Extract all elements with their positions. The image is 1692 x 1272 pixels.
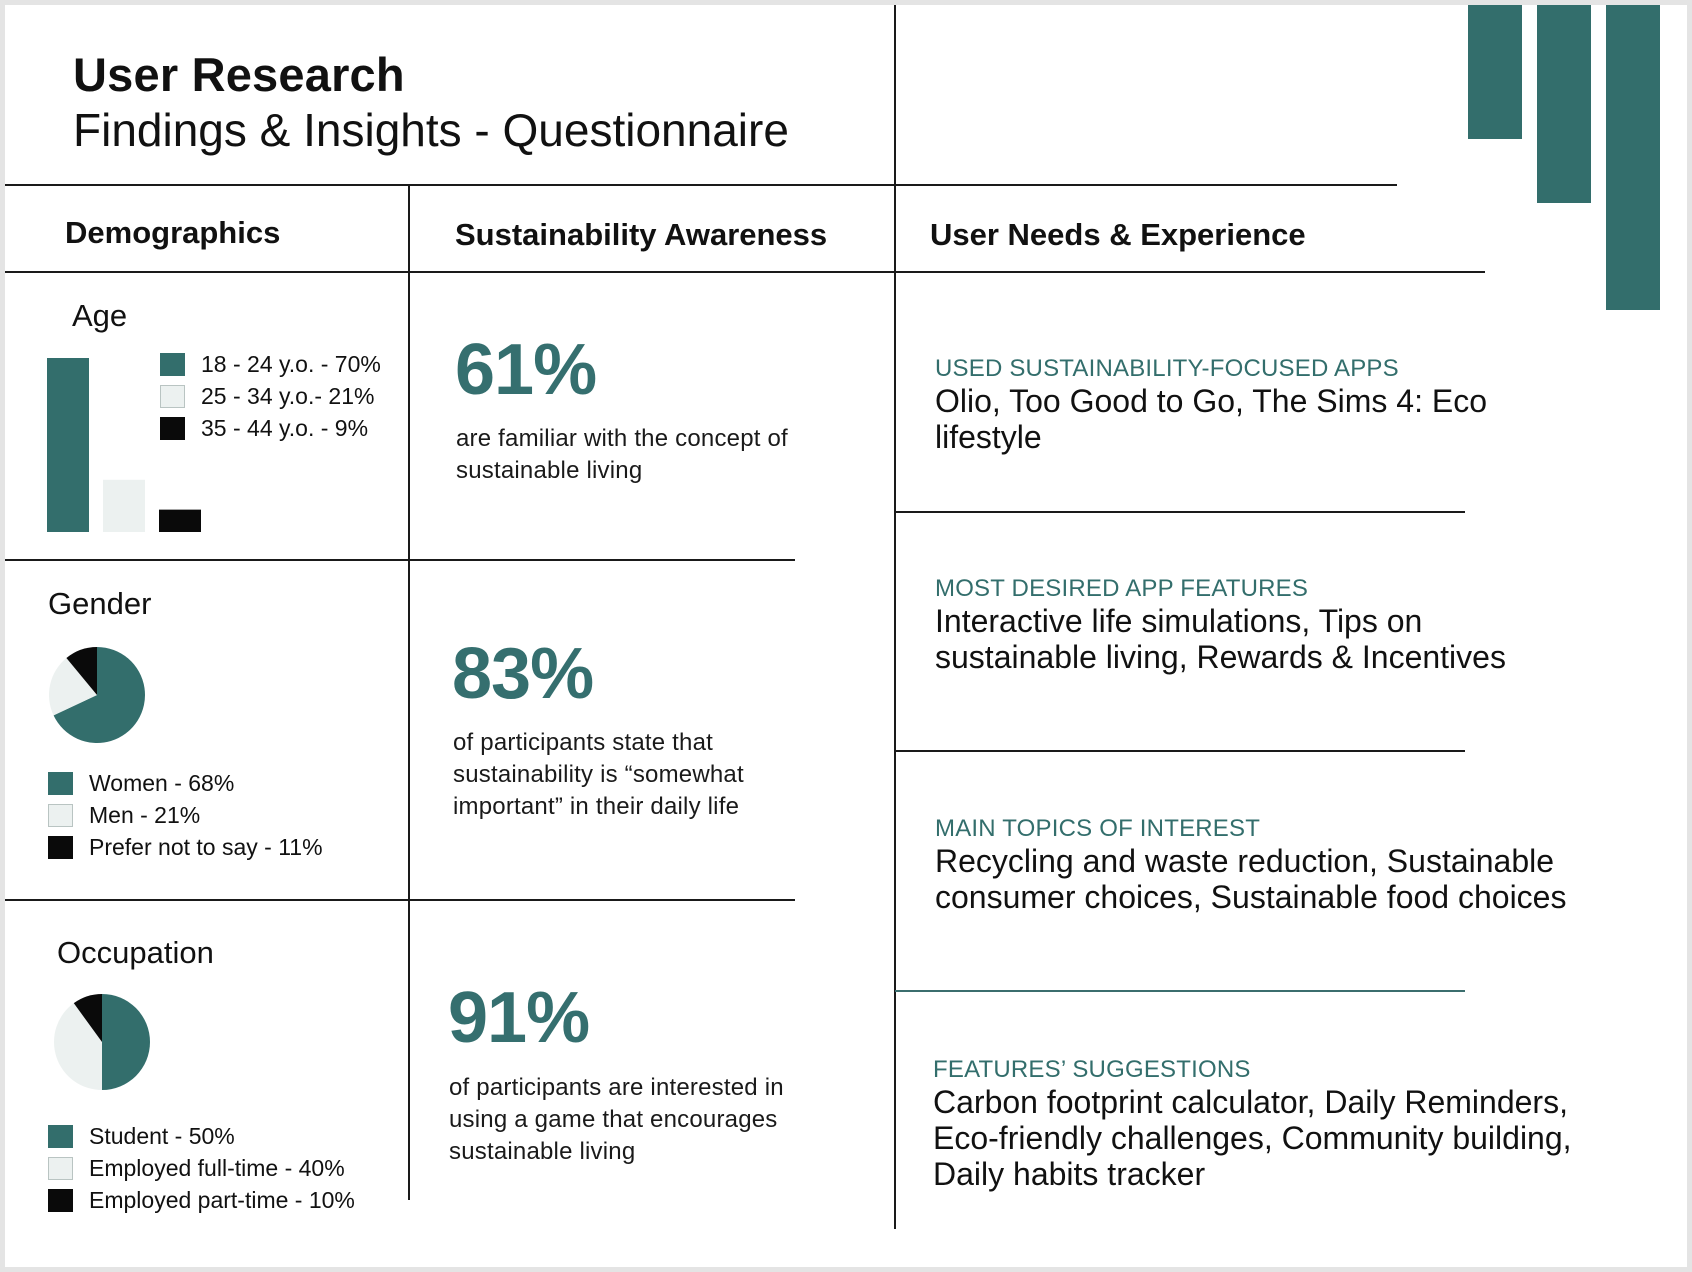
page-title: User Research xyxy=(73,48,405,101)
gender-pie-slice xyxy=(48,658,97,716)
occupation-legend-label: Employed part-time - 10% xyxy=(89,1186,355,1213)
occupation-legend-label: Student - 50% xyxy=(89,1122,235,1149)
stat-desc-important: of participants state that sustainabilit… xyxy=(453,729,744,820)
divider-header-bottom xyxy=(5,184,1397,186)
decorative-bar-3 xyxy=(1606,5,1660,310)
gender-legend: Women - 68% Men - 21% Prefer not to say - … xyxy=(48,767,323,863)
age-legend-label: 18 - 24 y.o. - 70% xyxy=(201,350,381,377)
gender-pie-slice xyxy=(53,647,146,743)
need-value-desired-features: Interactive life simulations, Tips on su… xyxy=(935,603,1506,675)
age-legend-swatch xyxy=(160,352,185,376)
decorative-bar-1 xyxy=(1468,5,1522,139)
gender-legend-item: Prefer not to say - 11% xyxy=(48,831,323,863)
gender-legend-swatch xyxy=(48,803,73,827)
age-legend-item: 35 - 44 y.o. - 9% xyxy=(160,412,381,444)
column-head-awareness: Sustainability Awareness xyxy=(455,217,828,252)
age-bar xyxy=(159,509,201,532)
gender-legend-item: Men - 21% xyxy=(48,799,323,831)
column-head-needs: User Needs & Experience xyxy=(930,217,1306,252)
divider-column-heads xyxy=(5,271,894,273)
divider-needs-1 xyxy=(895,511,1465,513)
gender-label: Gender xyxy=(48,586,152,621)
need-label-desired-features: MOST DESIRED APP FEATURES xyxy=(935,575,1309,602)
age-bar-chart xyxy=(47,358,201,532)
stat-desc-familiar: are familiar with the concept of sustain… xyxy=(456,425,788,484)
occupation-pie-slice xyxy=(102,994,150,1090)
occupation-pie-chart xyxy=(53,994,150,1090)
gender-pie-slice xyxy=(66,647,97,695)
gender-legend-swatch xyxy=(48,835,73,859)
occupation-legend-swatch xyxy=(48,1124,73,1148)
age-label: Age xyxy=(72,298,128,333)
need-value-used-apps: Olio, Too Good to Go, The Sims 4: Eco li… xyxy=(935,383,1487,455)
divider-vertical-center xyxy=(894,5,896,1229)
need-label-used-apps: USED SUSTAINABILITY-FOCUSED APPS xyxy=(935,355,1399,382)
gender-pie-chart xyxy=(48,647,146,743)
age-legend-label: 35 - 44 y.o. - 9% xyxy=(201,414,369,441)
stat-desc-interested: of participants are interested in using … xyxy=(449,1074,784,1165)
need-value-suggestions: Carbon footprint calculator, Daily Remin… xyxy=(933,1084,1572,1192)
age-bar xyxy=(103,479,145,532)
occupation-label: Occupation xyxy=(57,935,214,970)
occupation-pie-slice xyxy=(53,1003,102,1090)
occupation-legend-swatch xyxy=(48,1188,73,1212)
occupation-legend-item: Student - 50% xyxy=(48,1120,355,1152)
occupation-legend: Student - 50% Employed full-time - 40% Emp… xyxy=(48,1120,355,1216)
gender-legend-swatch xyxy=(48,771,73,795)
age-legend: 18 - 24 y.o. - 70% 25 - 34 y.o.- 21% 35 - … xyxy=(160,348,381,444)
age-legend-item: 25 - 34 y.o.- 21% xyxy=(160,380,381,412)
decorative-bar-2 xyxy=(1537,5,1591,203)
age-bar xyxy=(47,358,89,532)
age-legend-label: 25 - 34 y.o.- 21% xyxy=(201,382,375,409)
research-board: User Research Findings & Insights - Ques… xyxy=(5,5,1687,1267)
page-subtitle: Findings & Insights - Questionnaire xyxy=(73,104,789,156)
occupation-legend-swatch xyxy=(48,1156,73,1180)
gender-legend-label: Women - 68% xyxy=(89,769,235,796)
gender-legend-label: Prefer not to say - 11% xyxy=(89,833,323,860)
need-value-topics: Recycling and waste reduction, Sustainab… xyxy=(935,843,1567,915)
stat-value-interested: 91% xyxy=(448,978,590,1058)
occupation-legend-item: Employed full-time - 40% xyxy=(48,1152,355,1184)
need-label-topics: MAIN TOPICS OF INTEREST xyxy=(935,815,1261,842)
column-head-demographics: Demographics xyxy=(65,215,281,250)
divider-needs-2 xyxy=(895,750,1465,752)
stat-value-familiar: 61% xyxy=(455,330,597,410)
divider-vertical-left xyxy=(408,185,410,1200)
occupation-pie-slice xyxy=(73,994,102,1042)
gender-legend-label: Men - 21% xyxy=(89,801,201,828)
age-legend-item: 18 - 24 y.o. - 70% xyxy=(160,348,381,380)
divider-needs-3 xyxy=(895,990,1465,992)
need-label-suggestions: FEATURES’ SUGGESTIONS xyxy=(933,1056,1251,1083)
gender-legend-item: Women - 68% xyxy=(48,767,323,799)
age-legend-swatch xyxy=(160,416,185,440)
occupation-legend-label: Employed full-time - 40% xyxy=(89,1154,345,1181)
occupation-legend-item: Employed part-time - 10% xyxy=(48,1184,355,1216)
age-legend-swatch xyxy=(160,384,185,408)
divider-row-1 xyxy=(5,559,795,561)
stat-value-important: 83% xyxy=(452,634,594,714)
divider-needs-head xyxy=(895,271,1485,273)
divider-row-2 xyxy=(5,899,795,901)
